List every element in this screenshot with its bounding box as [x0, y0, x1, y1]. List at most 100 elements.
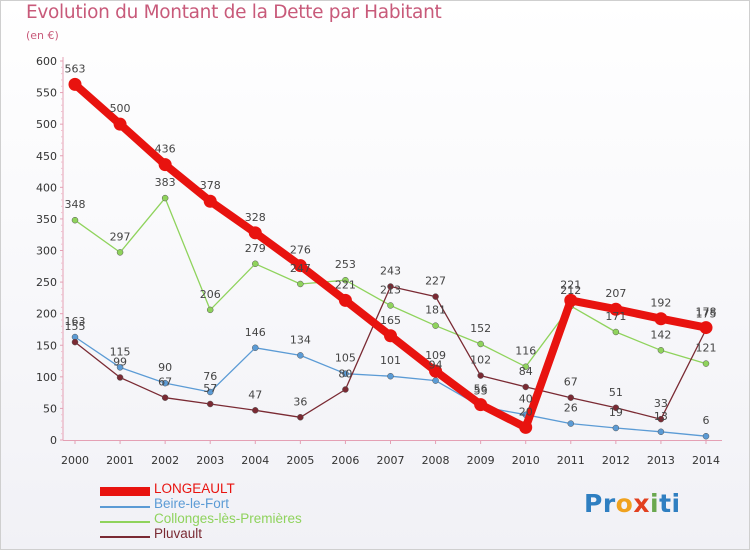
data-label: 36	[293, 395, 307, 408]
data-point	[161, 194, 169, 202]
data-label: 121	[696, 342, 717, 355]
data-point	[252, 260, 259, 268]
data-point	[293, 259, 307, 273]
x-tick-label: 2010	[512, 454, 540, 467]
y-tick-label: 550	[36, 87, 57, 100]
y-tick-label: 200	[36, 308, 57, 321]
data-label: 94	[429, 359, 443, 372]
x-tick-label: 2000	[61, 454, 89, 467]
data-label: 221	[335, 278, 356, 291]
data-point	[71, 338, 79, 346]
logo-letter: o	[615, 489, 634, 518]
data-point	[702, 360, 710, 367]
data-label: 163	[65, 315, 86, 328]
data-label: 207	[605, 287, 626, 300]
data-label: 328	[245, 211, 266, 224]
data-point	[432, 322, 439, 329]
x-tick-label: 2014	[692, 454, 720, 467]
data-label: 227	[425, 275, 446, 288]
data-label: 99	[113, 355, 127, 368]
data-label: 253	[335, 258, 356, 271]
data-point	[297, 414, 304, 421]
data-label: 51	[609, 386, 623, 399]
y-tick-label: 600	[36, 55, 57, 68]
chart-unit-label: (en €)	[26, 29, 59, 42]
data-label: 101	[380, 354, 401, 367]
data-label: 76	[203, 370, 217, 383]
data-label: 436	[155, 143, 176, 156]
data-point	[609, 302, 623, 316]
data-point	[248, 226, 262, 240]
x-tick-label: 2007	[377, 454, 405, 467]
x-tick-label: 2002	[151, 454, 179, 467]
data-point	[384, 329, 397, 343]
data-point	[477, 372, 484, 379]
data-point	[161, 394, 169, 401]
data-point	[342, 370, 349, 377]
x-tick-label: 2003	[196, 454, 224, 467]
data-point	[657, 347, 665, 354]
data-point	[116, 249, 124, 256]
x-tick-label: 2008	[422, 454, 450, 467]
data-label: 348	[65, 198, 86, 211]
data-label: 90	[158, 361, 172, 374]
y-tick-label: 250	[36, 276, 57, 289]
x-tick-label: 2011	[557, 454, 585, 467]
data-label: 192	[650, 297, 671, 310]
data-point	[702, 432, 710, 440]
data-label: 116	[515, 345, 536, 358]
data-label: 53	[474, 385, 488, 398]
data-point	[206, 306, 214, 314]
data-point	[657, 415, 665, 423]
data-point	[158, 158, 172, 172]
y-tick-label: 0	[50, 434, 57, 447]
legend-swatch-longeault	[100, 487, 150, 496]
data-point	[338, 293, 352, 307]
data-point	[699, 321, 713, 335]
legend-label-longeault: LONGEAULT	[154, 481, 235, 496]
data-point	[206, 400, 214, 408]
data-label: 84	[519, 365, 533, 378]
data-label: 47	[248, 388, 262, 401]
logo-letter: i	[650, 489, 660, 518]
data-point	[342, 386, 349, 393]
data-point	[116, 374, 124, 381]
legend-label-pluvault: Pluvault	[154, 526, 203, 541]
data-point	[654, 312, 668, 326]
data-point	[113, 117, 127, 131]
data-point	[567, 394, 575, 401]
x-tick-label: 2004	[241, 454, 269, 467]
data-label: 178	[696, 306, 717, 319]
x-tick-label: 2005	[286, 454, 314, 467]
data-label: 378	[200, 179, 221, 192]
data-label: 213	[380, 283, 401, 296]
logo-letter: P	[584, 489, 603, 518]
logo-letter: r	[602, 489, 616, 518]
data-point	[657, 428, 665, 436]
data-point	[387, 372, 394, 380]
y-tick-label: 150	[36, 339, 57, 352]
legend-label-beire-le-fort: Beire-le-Fort	[154, 496, 230, 511]
legend-label-collonges: Collonges-lès-Premières	[154, 511, 302, 526]
data-point	[387, 302, 394, 309]
logo-letter: i	[671, 489, 681, 518]
data-point	[612, 328, 620, 336]
x-tick-label: 2009	[467, 454, 495, 467]
data-label: 102	[470, 354, 491, 367]
data-point	[519, 420, 533, 434]
x-tick-label: 2001	[106, 454, 134, 467]
data-label: 40	[519, 393, 533, 406]
data-point	[477, 340, 484, 348]
data-point	[297, 352, 304, 359]
legend-swatch-beire-le-fort	[100, 506, 150, 508]
data-label: 155	[65, 320, 86, 333]
data-label: 297	[110, 230, 131, 243]
data-label: 109	[425, 349, 446, 362]
data-point	[203, 194, 217, 208]
legend-swatch-collonges	[100, 521, 150, 523]
x-tick-label: 2012	[602, 454, 630, 467]
proxiti-logo: Proxiti	[584, 489, 681, 518]
y-tick-label: 450	[36, 150, 57, 163]
y-tick-label: 500	[36, 118, 57, 131]
